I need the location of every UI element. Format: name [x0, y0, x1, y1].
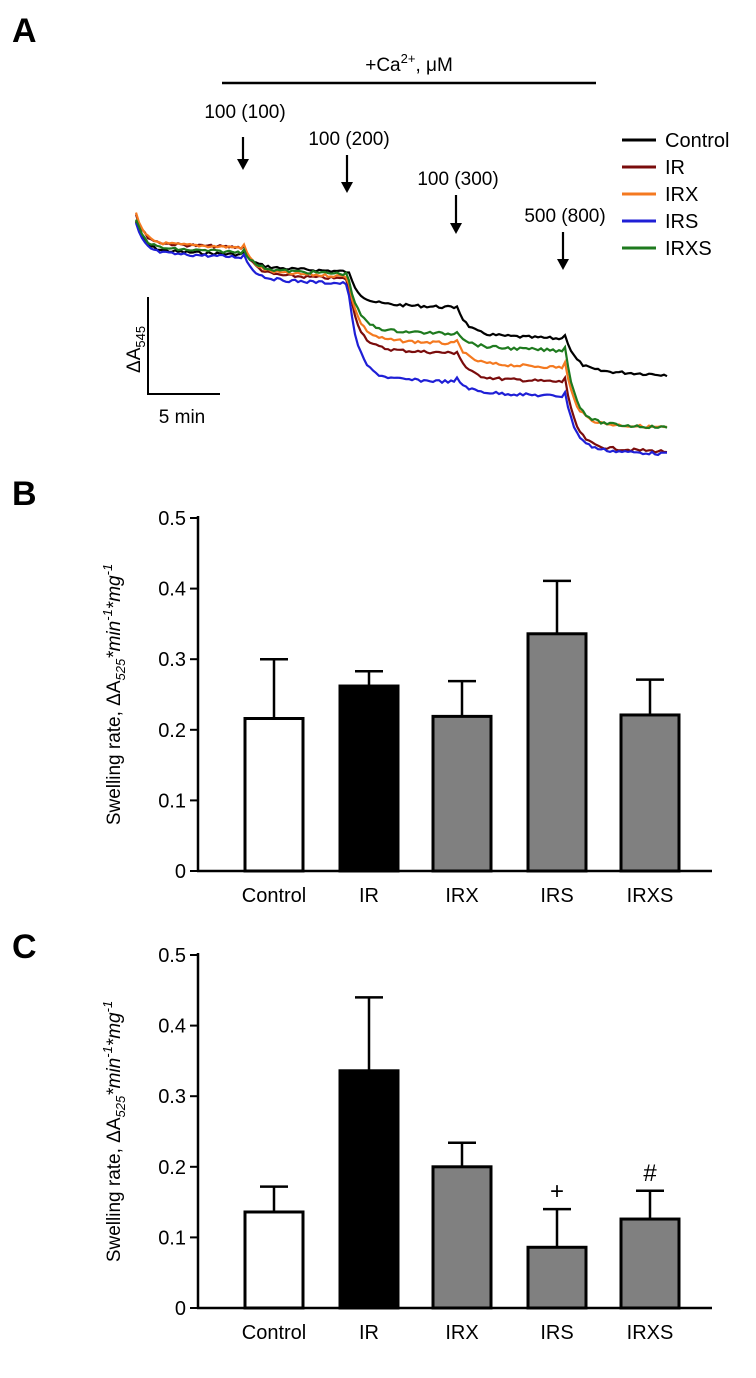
bar-ir [338, 684, 400, 873]
category-label: IRX [445, 1322, 478, 1344]
legend-label-irx: IRX [665, 184, 698, 206]
legend-label-control: Control [665, 130, 729, 152]
category-label: IRXS [627, 1322, 674, 1344]
trace-irxs [134, 219, 668, 430]
trace-control [134, 220, 668, 378]
y-tick-label: 0.1 [158, 790, 186, 812]
y-tick-label: 0.3 [158, 649, 186, 671]
bar-control [243, 717, 305, 873]
category-label: IRX [445, 885, 478, 907]
panel-letter-a: A [12, 12, 37, 50]
calcium-bar-label: +Ca2+, μM [365, 51, 453, 76]
bar-irxs [619, 713, 681, 873]
addition-arrow-head [557, 259, 569, 270]
category-label: IRS [540, 885, 573, 907]
panel-a-legend: Control IR IRX IRS IRXS [622, 130, 729, 260]
panel-letter-c: C [12, 928, 37, 966]
addition-arrow-head [450, 223, 462, 234]
y-tick-label: 0.5 [158, 508, 186, 530]
addition-label: 100 (200) [308, 129, 389, 150]
y-tick-label: 0.4 [158, 579, 186, 601]
panel-c-bar-chart: 0 0.1 0.2 0.3 0.4 0.5 Control IR IRX IRS + IRXS # S… [100, 945, 712, 1344]
y-tick-label: 0.1 [158, 1227, 186, 1249]
y-tick-label: 0 [175, 1298, 186, 1320]
panel-a-addition-arrows: 100 (100) 100 (200) 100 (300) 500 (800) [204, 102, 606, 270]
addition-arrow-head [341, 182, 353, 193]
legend-label-ir: IR [665, 157, 685, 179]
y-tick-label: 0.3 [158, 1086, 186, 1108]
bar-irxs [619, 1217, 681, 1310]
y-tick-label: 0.2 [158, 720, 186, 742]
y-tick-label: 0 [175, 861, 186, 883]
significance-marker: + [550, 1178, 564, 1205]
bar-control [243, 1210, 305, 1310]
bar-irx [431, 714, 493, 873]
panel-letter-b: B [12, 475, 37, 513]
significance-marker: # [643, 1160, 657, 1187]
category-label: IR [359, 885, 379, 907]
trace-irs [134, 222, 668, 457]
panel-a-trace-chart: +Ca2+, μM 100 (100) 100 (200) 100 (300) 500… [124, 51, 729, 457]
bar-irx [431, 1165, 493, 1310]
addition-arrow-head [237, 159, 249, 170]
bar-irs [526, 1245, 588, 1310]
category-label: IR [359, 1322, 379, 1344]
legend-label-irs: IRS [665, 211, 698, 233]
addition-label: 100 (300) [417, 169, 498, 190]
category-label: IRXS [627, 885, 674, 907]
category-label: IRS [540, 1322, 573, 1344]
legend-label-irxs: IRXS [665, 238, 712, 260]
panel-b-bar-chart: 0 0.1 0.2 0.3 0.4 0.5 Control IR IRX IRS IRXS Swe… [100, 508, 712, 907]
category-label: Control [242, 885, 306, 907]
scale-bar-y-label: ΔA545 [124, 326, 148, 373]
y-tick-label: 0.2 [158, 1157, 186, 1179]
panel-c-y-axis-label: Swelling rate, ΔA525*min-1*mg-1 [100, 1001, 128, 1262]
addition-label: 100 (100) [204, 102, 285, 123]
panel-a-traces [134, 212, 668, 457]
addition-label: 500 (800) [524, 206, 605, 227]
panel-b-bars: Control IR IRX IRS IRXS [242, 579, 681, 907]
y-tick-label: 0.5 [158, 945, 186, 967]
scale-bar-x-label: 5 min [159, 407, 205, 428]
y-tick-label: 0.4 [158, 1016, 186, 1038]
panel-c-bars: Control IR IRX IRS + IRXS # [242, 996, 681, 1344]
bar-irs [526, 632, 588, 873]
trace-irx [134, 212, 668, 430]
panel-b-y-axis-label: Swelling rate, ΔA525*min-1*mg-1 [100, 564, 128, 825]
category-label: Control [242, 1322, 306, 1344]
bar-ir [338, 1069, 400, 1310]
